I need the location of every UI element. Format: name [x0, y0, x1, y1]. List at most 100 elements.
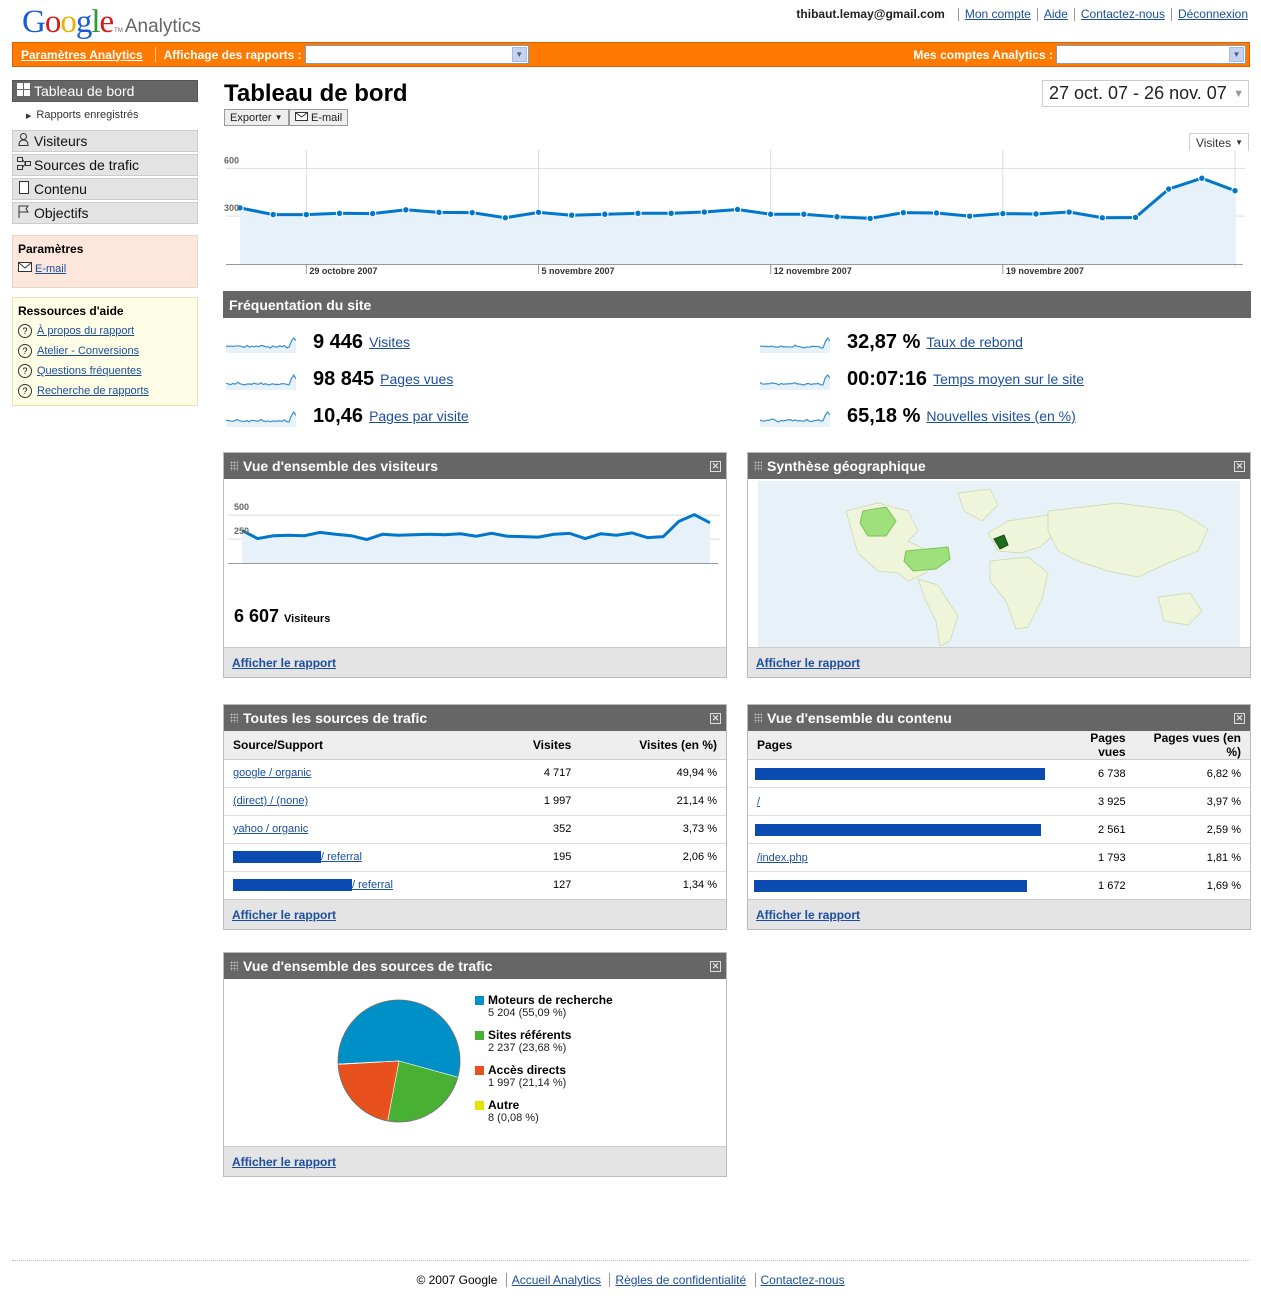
nav-goals[interactable]: Objectifs	[12, 202, 198, 224]
sparkline-area	[226, 375, 296, 390]
x-tick-label: 19 novembre 2007	[1006, 266, 1084, 276]
column-header[interactable]: Visites	[494, 731, 581, 760]
help-about-report-link[interactable]: À propos du rapport	[37, 325, 135, 337]
table-row: yahoo / organic 352 3,73 %	[224, 815, 726, 844]
pct-cell: 1,34 %	[580, 871, 726, 900]
panel-header[interactable]: Toutes les sources de trafic ✕	[224, 705, 726, 731]
page-link[interactable]: /index.php	[757, 851, 808, 864]
logo-analytics-text: Analytics	[124, 16, 201, 37]
column-header[interactable]: Pages vues (en %)	[1134, 731, 1250, 760]
email-button[interactable]: E-mail	[289, 109, 349, 126]
column-header[interactable]: Pages vues	[1054, 731, 1135, 760]
metric-label-link[interactable]: Pages vues	[380, 371, 454, 387]
data-point	[1198, 174, 1206, 182]
metric-label-link[interactable]: Taux de rebond	[926, 334, 1023, 350]
date-range-picker[interactable]: 27 oct. 07 - 26 nov. 07 ▼	[1042, 80, 1249, 107]
traffic-sources-pie-chart[interactable]	[329, 991, 469, 1131]
view-report-link[interactable]: Afficher le rapport	[232, 907, 337, 922]
analytics-home-link[interactable]: Accueil Analytics	[511, 1273, 602, 1287]
column-header[interactable]: Visites (en %)	[580, 731, 726, 760]
traffic-sources-icon	[16, 157, 31, 173]
metric-label-link[interactable]: Pages par visite	[369, 408, 469, 424]
close-icon[interactable]: ✕	[1234, 460, 1245, 472]
help-conversions-link[interactable]: Atelier - Conversions	[37, 345, 140, 357]
view-report-link[interactable]: Afficher le rapport	[232, 1154, 337, 1169]
site-usage-header: Fréquentation du site	[223, 291, 1251, 318]
settings-email-row[interactable]: E-mail	[18, 262, 192, 275]
help-row[interactable]: ? Recherche de rapports	[18, 384, 192, 398]
chevron-down-icon[interactable]: ▼	[1229, 47, 1244, 62]
source-link[interactable]: / referral	[352, 878, 393, 891]
panel-header[interactable]: Vue d'ensemble des sources de trafic ✕	[224, 953, 726, 979]
world-map[interactable]	[758, 481, 1240, 648]
nav-saved-reports[interactable]: ▶ Rapports enregistrés	[12, 104, 198, 130]
contact-link[interactable]: Contactez-nous	[1080, 7, 1165, 21]
metric-value: 32,87 %	[847, 330, 921, 353]
metric-label-link[interactable]: Temps moyen sur le site	[933, 371, 1085, 387]
help-row[interactable]: ? À propos du rapport	[18, 324, 192, 338]
nav-dashboard[interactable]: Tableau de bord	[12, 80, 198, 102]
reports-view-select[interactable]: ▼	[304, 45, 529, 64]
sparkline-line	[226, 337, 296, 349]
visits-line-chart[interactable]: 600 300 29 octobre 2007 5 novembre 2007 12 n…	[224, 150, 1251, 278]
drag-handle-icon[interactable]	[230, 461, 238, 471]
visitors-line-chart[interactable]: 500 250	[224, 481, 726, 601]
help-row[interactable]: ? Atelier - Conversions	[18, 344, 192, 358]
close-icon[interactable]: ✕	[710, 712, 721, 724]
redacted-text[interactable]	[754, 879, 1027, 892]
panel-header[interactable]: Synthèse géographique ✕	[748, 453, 1250, 479]
pie-legend: Moteurs de recherche 5 204 (55,09 %) Sit…	[475, 993, 613, 1133]
date-range-value: 27 oct. 07 - 26 nov. 07	[1049, 83, 1227, 103]
source-link[interactable]: / referral	[321, 850, 362, 863]
my-account-link[interactable]: Mon compte	[964, 7, 1031, 21]
close-icon[interactable]: ✕	[1234, 712, 1245, 724]
export-button[interactable]: Exporter ▼	[224, 109, 289, 126]
drag-handle-icon[interactable]	[754, 461, 762, 471]
column-header[interactable]: Pages	[748, 731, 1054, 760]
nav-content[interactable]: Contenu	[12, 178, 198, 200]
help-row[interactable]: ? Questions fréquentes	[18, 364, 192, 378]
nav-traffic-sources[interactable]: Sources de trafic	[12, 154, 198, 176]
data-point	[1131, 213, 1140, 222]
pie-outline	[337, 999, 461, 1123]
metric-value: 00:07:16	[847, 367, 928, 390]
redacted-text[interactable]	[755, 767, 1045, 780]
help-search-reports-link[interactable]: Recherche de rapports	[37, 385, 149, 397]
drag-handle-icon[interactable]	[230, 713, 238, 723]
view-report-link[interactable]: Afficher le rapport	[756, 655, 861, 670]
view-report-link[interactable]: Afficher le rapport	[756, 907, 861, 922]
metric-selector-value: Visites	[1195, 135, 1232, 150]
accounts-select[interactable]: ▼	[1056, 45, 1246, 64]
settings-email-link[interactable]: E-mail	[35, 262, 67, 275]
redacted-text[interactable]	[755, 823, 1041, 836]
traffic-sources-table: Source/Support Visites Visites (en %) go…	[224, 731, 726, 900]
sparkline-line	[760, 336, 830, 349]
privacy-link[interactable]: Règles de confidentialité	[615, 1273, 747, 1287]
chevron-down-icon: ▼	[1233, 87, 1244, 100]
footer-contact-link[interactable]: Contactez-nous	[760, 1273, 845, 1287]
google-analytics-logo[interactable]: Google TM Analytics	[22, 4, 201, 40]
chevron-down-icon[interactable]: ▼	[511, 47, 527, 62]
help-faq-link[interactable]: Questions fréquentes	[37, 365, 142, 377]
logout-link[interactable]: Déconnexion	[1177, 7, 1248, 21]
panel-header[interactable]: Vue d'ensemble du contenu ✕	[748, 705, 1250, 731]
close-icon[interactable]: ✕	[710, 960, 721, 972]
metric-label-link[interactable]: Nouvelles visites (en %)	[926, 408, 1076, 424]
metric-selector[interactable]: Visites ▼	[1188, 133, 1249, 151]
column-header[interactable]: Source/Support	[224, 731, 495, 760]
source-link[interactable]: (direct) / (none)	[233, 795, 309, 807]
page-link[interactable]: /	[757, 795, 761, 808]
drag-handle-icon[interactable]	[230, 961, 238, 971]
nav-visitors[interactable]: Visiteurs	[12, 130, 198, 152]
source-link[interactable]: yahoo / organic	[233, 823, 309, 835]
chevron-down-icon: ▼	[274, 113, 283, 122]
panel-header[interactable]: Vue d'ensemble des visiteurs ✕	[224, 453, 726, 479]
view-report-link[interactable]: Afficher le rapport	[232, 655, 337, 670]
analytics-settings-link[interactable]: Paramètres Analytics	[21, 47, 143, 62]
source-link[interactable]: google / organic	[233, 767, 312, 779]
metric-label-link[interactable]: Visites	[369, 334, 411, 350]
settings-title: Paramètres	[18, 242, 84, 256]
help-link[interactable]: Aide	[1043, 7, 1068, 21]
drag-handle-icon[interactable]	[754, 713, 762, 723]
close-icon[interactable]: ✕	[710, 460, 721, 472]
